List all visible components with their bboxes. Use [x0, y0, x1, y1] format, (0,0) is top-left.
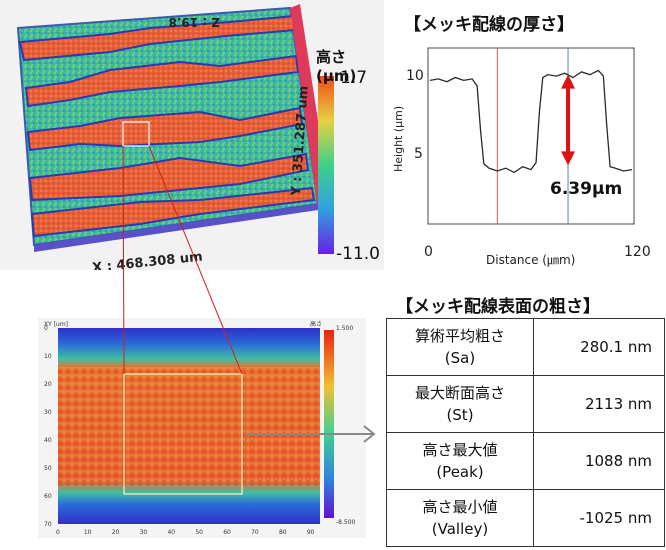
heatmap-colorbar-max: 1.500 — [336, 325, 353, 332]
thickness-arrow-head — [561, 74, 576, 89]
profile-series-line — [429, 69, 633, 174]
row-label-sub: (St) — [446, 406, 474, 424]
colorbar-3d-max: 1.7 — [340, 68, 368, 88]
heatmap-y-tick: 40 — [44, 437, 52, 444]
profile-y-tick-10: 10 — [406, 68, 424, 84]
row-label-sub: (Sa) — [444, 349, 476, 367]
row-value: 2113 nm — [533, 375, 665, 433]
profile-title: 【メッキ配線の厚さ】 — [404, 15, 574, 35]
row-label-sub: (Peak) — [436, 463, 484, 481]
heatmap-x-tick: 50 — [195, 529, 203, 536]
row-label-main: 算術平均粗さ — [414, 327, 505, 345]
heatmap-x-tick: 10 — [84, 529, 92, 536]
roughness-heatmap: XY [um] 高さ 1.500 -8.500 010203040506070 … — [38, 318, 366, 538]
row-label-sub: (Valley) — [431, 520, 489, 538]
row-label-main: 最大断面高さ — [414, 384, 505, 402]
heatmap-x-tick: 40 — [167, 529, 175, 536]
row-value: 1088 nm — [533, 432, 665, 490]
topography-3d-panel: Z : 19.8 X : 468.308 um Y : 351.287 um 高… — [0, 0, 384, 276]
profile-x-tick-120: 120 — [624, 244, 651, 260]
profile-plot-frame — [427, 47, 635, 225]
row-value: 280.1 nm — [533, 318, 665, 376]
heatmap-x-tick: 60 — [223, 529, 231, 536]
heatmap-colorbar-min: -8.500 — [336, 519, 356, 526]
heatmap-y-tick: 50 — [44, 465, 52, 472]
table-row: 高さ最小値 (Valley) -1025 nm — [386, 489, 665, 547]
x-extent-label: X : 468.308 um — [92, 250, 204, 270]
table-row: 算術平均粗さ (Sa) 280.1 nm — [386, 318, 665, 376]
row-label-main: 高さ最大値 — [422, 441, 498, 459]
profile-y-axis-label: Height (μm) — [392, 106, 405, 172]
row-label-main: 高さ最小値 — [422, 498, 498, 516]
topography-3d-map: Z : 19.8 X : 468.308 um Y : 351.287 um — [16, 4, 334, 276]
heatmap-y-tick: 30 — [44, 409, 52, 416]
heatmap-axis-label-tl: XY [um] — [44, 321, 68, 328]
thickness-arrow-head — [561, 151, 576, 166]
roughness-table: 算術平均粗さ (Sa) 280.1 nm 最大断面高さ (St) 2113 nm 高… — [386, 318, 665, 547]
profile-x-tick-0: 0 — [424, 244, 433, 260]
colorbar-3d — [318, 76, 334, 254]
heatmap-x-tick: 20 — [112, 529, 120, 536]
row-value: -1025 nm — [533, 489, 665, 547]
heatmap-panel: XY [um] 高さ 1.500 -8.500 0 10 20 30 40 50 60 70 … — [38, 318, 366, 538]
heatmap-y-tick: 0 — [44, 325, 48, 332]
heatmap-x-tick: 80 — [279, 529, 287, 536]
zoom-region-box — [122, 121, 150, 147]
heatmap-colorbar — [324, 330, 334, 518]
trace-2 — [24, 54, 300, 108]
heatmap-axis-label-tr: 高さ — [310, 320, 322, 328]
profile-chart: Height (μm) Distance (㎛m) 0 120 5 10 6.3… — [392, 47, 651, 267]
heatmap-x-tick: 70 — [251, 529, 259, 536]
heatmap-y-tick: 60 — [44, 493, 52, 500]
colorbar-3d-min: -11.0 — [336, 244, 380, 264]
table-row: 最大断面高さ (St) 2113 nm — [386, 375, 665, 433]
profile-y-tick-5: 5 — [414, 146, 423, 162]
heatmap-x-tick: 90 — [307, 529, 315, 536]
surface-table-title: 【メッキ配線表面の粗さ】 — [396, 297, 600, 317]
z-extent-label: Z : 19.8 — [169, 15, 220, 29]
heatmap-y-tick: 70 — [44, 521, 52, 528]
profile-annotation: 6.39μm — [550, 179, 622, 199]
heatmap-x-tick: 30 — [140, 529, 148, 536]
heatmap-y-tick: 10 — [44, 353, 52, 360]
heatmap-y-tick: 20 — [44, 381, 52, 388]
colorbar-3d-title: 高さ(μm) — [316, 48, 357, 85]
table-row: 高さ最大値 (Peak) 1088 nm — [386, 432, 665, 490]
heatmap-x-tick: 0 — [56, 529, 60, 536]
trace-3 — [26, 106, 304, 152]
profile-x-axis-label: Distance (㎛m) — [486, 253, 575, 267]
